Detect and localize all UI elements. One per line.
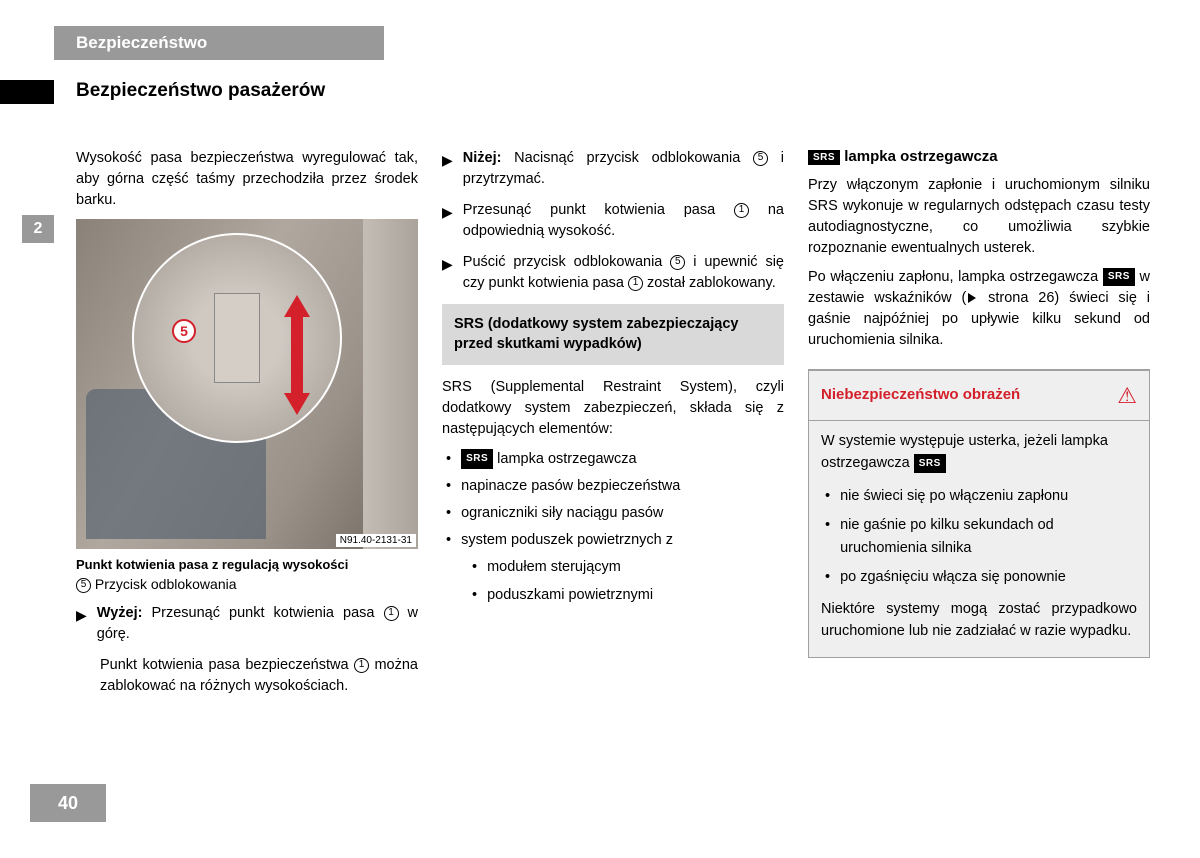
header-bar: Bezpieczeństwo bbox=[54, 26, 384, 60]
callout-circle: 5 bbox=[132, 233, 342, 443]
b1-text: lampka ostrzegawcza bbox=[497, 451, 636, 467]
b3-text: ograniczniki siły naciągu pasów bbox=[461, 502, 663, 525]
bullet-dot-icon: • bbox=[446, 529, 451, 552]
srs-badge: SRS bbox=[914, 454, 946, 473]
warning-title: Niebezpieczeństwo obrażeń bbox=[821, 384, 1020, 407]
triangle-marker-icon: ▶ bbox=[442, 254, 453, 294]
legend-text: Przycisk odblokowania bbox=[95, 576, 237, 592]
warn-p2: Niektóre systemy mogą zostać przypadkowo… bbox=[821, 599, 1137, 643]
srs-badge: SRS bbox=[808, 150, 840, 165]
bullet-limiters: • ograniczniki siły naciągu pasów bbox=[442, 502, 784, 525]
b4-text: system poduszek powietrznych z bbox=[461, 529, 673, 552]
column-3: SRS lampka ostrzegawcza Przy włączonym z… bbox=[808, 148, 1150, 705]
heading-text: lampka ostrzegawcza bbox=[844, 148, 997, 165]
chapter-tab: 2 bbox=[22, 215, 54, 243]
warning-header: Niebezpieczeństwo obrażeń ⚠ bbox=[809, 370, 1149, 421]
srs-heading-box: SRS (dodatkowy system zabezpieczający pr… bbox=[442, 304, 784, 365]
bullet-dot-icon: • bbox=[472, 556, 477, 579]
page-number: 40 bbox=[30, 784, 106, 822]
legend-num: 5 bbox=[76, 578, 91, 593]
warn-p1-prefix: W systemie występuje usterka, jeżeli lam… bbox=[821, 433, 1108, 471]
step4-suffix: został zablokowany. bbox=[643, 275, 776, 291]
b4a-text: modułem sterującym bbox=[487, 556, 621, 579]
b2-text: napinacze pasów bezpieczeństwa bbox=[461, 475, 680, 498]
triangle-marker-icon: ▶ bbox=[442, 150, 453, 190]
p2-prefix: Po włączeniu zapłonu, lampka ostrzegawcz… bbox=[808, 269, 1103, 285]
figure-belt-anchor: 5 N91.40-2131-31 bbox=[76, 219, 418, 549]
bullet-dot-icon: • bbox=[472, 584, 477, 607]
bullet-dot-icon: • bbox=[825, 514, 830, 560]
wb2-text: nie gaśnie po kilku sekundach od uruchom… bbox=[840, 514, 1137, 560]
bullet-dot-icon: • bbox=[446, 502, 451, 525]
figure-caption: Punkt kotwienia pasa z regulacją wysokoś… bbox=[76, 557, 418, 572]
step4-prefix: Puścić przycisk odblokowania bbox=[463, 254, 671, 270]
bullet-tensioners: • napinacze pasów bezpieczeństwa bbox=[442, 475, 784, 498]
bullet-dot-icon: • bbox=[825, 566, 830, 589]
sub-bullet-module: • modułem sterującym bbox=[468, 556, 784, 579]
warning-triangle-icon: ⚠ bbox=[1117, 379, 1137, 412]
bullet-dot-icon: • bbox=[446, 448, 451, 471]
bullet-dot-icon: • bbox=[446, 475, 451, 498]
note-prefix: Punkt kotwienia pasa bezpieczeństwa bbox=[100, 657, 354, 673]
step1-note: Punkt kotwienia pasa bezpieczeństwa 1 mo… bbox=[100, 655, 418, 697]
wb3-text: po zgaśnięciu włącza się ponownie bbox=[840, 566, 1066, 589]
step3-text: Przesunąć punkt kotwienia pasa bbox=[463, 202, 734, 218]
step2-circ: 5 bbox=[753, 151, 768, 166]
bullet-lamp: • SRS lampka ostrzegawcza bbox=[442, 448, 784, 471]
warn-bullet-3: • po zgaśnięciu włącza się ponownie bbox=[821, 566, 1137, 589]
figure-code: N91.40-2131-31 bbox=[336, 534, 416, 547]
step4-c2: 1 bbox=[628, 276, 643, 291]
step3-circ: 1 bbox=[734, 203, 749, 218]
step2-text: Nacisnąć przycisk odblokowania bbox=[501, 150, 753, 166]
note-circ: 1 bbox=[354, 658, 369, 673]
column-2: ▶ Niżej: Nacisnąć przycisk odblokowania … bbox=[442, 148, 784, 705]
wb1-text: nie świeci się po włączeniu zapłonu bbox=[840, 485, 1068, 508]
bullet-airbags: • system poduszek powietrznych z bbox=[442, 529, 784, 552]
step2-label: Niżej: bbox=[463, 150, 502, 166]
step1-circ: 1 bbox=[384, 606, 399, 621]
warning-box: Niebezpieczeństwo obrażeń ⚠ W systemie w… bbox=[808, 369, 1150, 658]
page-ref-icon bbox=[968, 293, 976, 303]
step-release: ▶ Puścić przycisk odblokowania 5 i upewn… bbox=[442, 252, 784, 294]
step-higher: ▶ Wyżej: Przesunąć punkt kotwienia pasa … bbox=[76, 603, 418, 645]
header-title: Bezpieczeństwo bbox=[76, 33, 207, 53]
col3-heading: SRS lampka ostrzegawcza bbox=[808, 148, 1150, 165]
intro-text: Wysokość pasa bezpieczeństwa wyregulować… bbox=[76, 148, 418, 211]
col3-p2: Po włączeniu zapłonu, lampka ostrzegawcz… bbox=[808, 267, 1150, 351]
red-arrow-icon bbox=[284, 295, 310, 415]
warning-body: W systemie występuje usterka, jeżeli lam… bbox=[809, 421, 1149, 657]
door-panel bbox=[363, 219, 418, 549]
warn-bullet-1: • nie świeci się po włączeniu zapłonu bbox=[821, 485, 1137, 508]
warn-bullet-2: • nie gaśnie po kilku sekundach od uruch… bbox=[821, 514, 1137, 560]
callout-number: 5 bbox=[172, 319, 196, 343]
anchor-box bbox=[214, 293, 260, 383]
column-1: Wysokość pasa bezpieczeństwa wyregulować… bbox=[76, 148, 418, 705]
figure-legend: 5 Przycisk odblokowania bbox=[76, 576, 418, 593]
step-move: ▶ Przesunąć punkt kotwienia pasa 1 na od… bbox=[442, 200, 784, 242]
srs-badge: SRS bbox=[461, 449, 493, 469]
triangle-marker-icon: ▶ bbox=[442, 202, 453, 242]
bullet-dot-icon: • bbox=[825, 485, 830, 508]
srs-badge: SRS bbox=[1103, 268, 1135, 287]
col3-p1: Przy włączonym zapłonie i uruchomionym s… bbox=[808, 175, 1150, 259]
step1-text: Przesunąć punkt kotwienia pasa bbox=[142, 605, 383, 621]
title-tab bbox=[0, 80, 54, 104]
triangle-marker-icon: ▶ bbox=[76, 605, 87, 645]
step1-label: Wyżej: bbox=[97, 605, 143, 621]
section-title: Bezpieczeństwo pasażerów bbox=[76, 80, 325, 102]
srs-intro: SRS (Supplemental Restraint System), czy… bbox=[442, 377, 784, 440]
sub-bullet-airbags: • poduszkami powietrznymi bbox=[468, 584, 784, 607]
b4b-text: poduszkami powietrznymi bbox=[487, 584, 653, 607]
step4-c1: 5 bbox=[670, 255, 685, 270]
warn-p1: W systemie występuje usterka, jeżeli lam… bbox=[821, 431, 1137, 475]
step-lower: ▶ Niżej: Nacisnąć przycisk odblokowania … bbox=[442, 148, 784, 190]
